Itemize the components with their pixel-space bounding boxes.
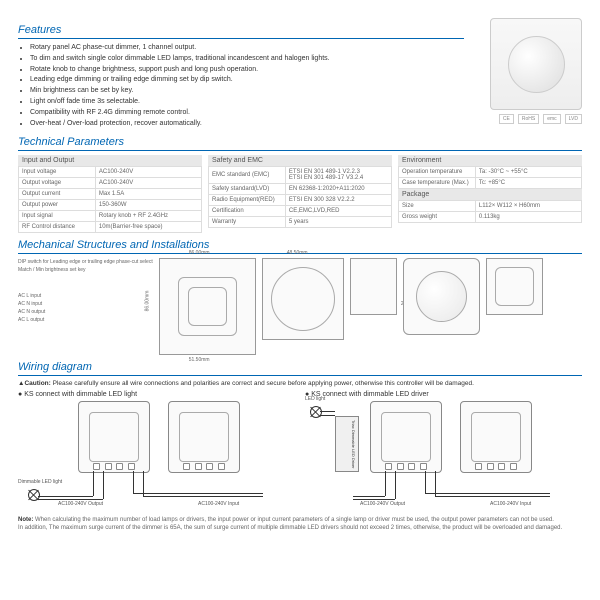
cert-badge: CE — [499, 114, 514, 124]
front-diagram — [159, 258, 256, 355]
wiring-right-title: ● KS connect with dimmable LED driver — [305, 391, 582, 398]
product-image — [490, 18, 582, 110]
feature-item: Light on/off fade time 3s selectable. — [30, 97, 464, 107]
param-table: Operation temperatureTa: -30°C ~ +55°CCa… — [398, 166, 582, 189]
dimmer-knob — [508, 36, 565, 93]
param-header: Package — [398, 189, 582, 200]
features-heading: Features — [18, 24, 464, 39]
feature-item: Leading edge dimming or trailing edge di… — [30, 75, 464, 85]
param-header: Input and Output — [18, 155, 202, 166]
back-diagram — [262, 258, 344, 340]
param-table: SizeL112× W112 × H60mmGross weight0.113k… — [398, 200, 582, 223]
note-text: Note: When calculating the maximum numbe… — [18, 517, 582, 533]
feature-item: Over-heat / Over-load protection, recove… — [30, 119, 464, 129]
iso-diagram-2 — [486, 258, 543, 315]
certifications: CE RoHS emc LVD — [472, 114, 582, 124]
wiring-left-diagram: Dimmable LED light AC100-240V Output AC1… — [18, 401, 295, 511]
tech-heading: Technical Parameters — [18, 136, 582, 151]
param-table: Input voltageAC100-240VOutput voltageAC1… — [18, 166, 202, 233]
param-table: EMC standard (EMC)ETSI EN 301 489-1 V2.2… — [208, 166, 392, 228]
tech-params: Input and OutputInput voltageAC100-240VO… — [18, 155, 582, 233]
mech-annotations: DIP switch for Leading edge or trailing … — [18, 258, 153, 324]
cert-badge: RoHS — [518, 114, 539, 124]
caution-text: ▲Caution: Please carefully ensure all wi… — [18, 380, 582, 387]
cert-badge: emc — [543, 114, 560, 124]
driver-box: Triac Dimmable LED Driver — [335, 416, 359, 472]
wiring-diagrams: ● KS connect with dimmable LED light Dim… — [18, 391, 582, 511]
cert-badge: LVD — [565, 114, 582, 124]
iso-diagram-1 — [403, 258, 480, 335]
wiring-left-title: ● KS connect with dimmable LED light — [18, 391, 295, 398]
side-diagram — [350, 258, 397, 315]
param-header: Safety and EMC — [208, 155, 392, 166]
mech-diagrams: DIP switch for Leading edge or trailing … — [18, 258, 582, 355]
feature-item: Rotary panel AC phase-cut dimmer, 1 chan… — [30, 43, 464, 53]
param-header: Environment — [398, 155, 582, 166]
feature-item: Rotate knob to change brightness, suppor… — [30, 65, 464, 75]
led-icon — [310, 406, 322, 418]
feature-item: To dim and switch single color dimmable … — [30, 54, 464, 64]
wiring-right-diagram: Triac Dimmable LED Driver LED light AC10… — [305, 401, 582, 511]
features-list: Rotary panel AC phase-cut dimmer, 1 chan… — [18, 43, 464, 128]
feature-item: Min brightness can be set by key. — [30, 86, 464, 96]
wiring-heading: Wiring diagram — [18, 361, 582, 376]
feature-item: Compatibility with RF 2.4G dimming remot… — [30, 108, 464, 118]
